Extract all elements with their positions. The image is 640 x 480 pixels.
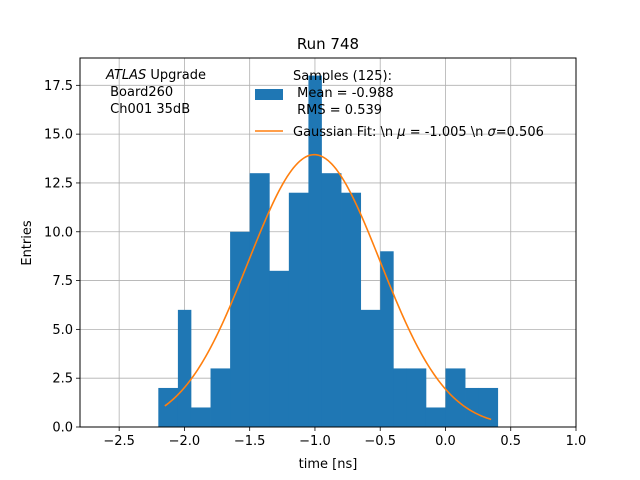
legend-fit-post: =0.506 bbox=[496, 125, 544, 140]
legend-fit-sigma: σ bbox=[488, 125, 497, 140]
legend: Samples (125): Mean = -0.988 RMS = 0.539… bbox=[255, 69, 544, 140]
y-tick-label: 15.0 bbox=[44, 128, 73, 143]
y-tick-label: 7.5 bbox=[52, 274, 73, 289]
x-tick-label: −1.0 bbox=[299, 434, 331, 449]
y-axis-label: Entries bbox=[20, 220, 35, 266]
legend-histogram-label-3: RMS = 0.539 bbox=[293, 103, 382, 118]
histogram-bars bbox=[158, 75, 499, 428]
histogram-bar bbox=[158, 387, 179, 427]
legend-histogram-label-1: Samples (125): bbox=[293, 69, 392, 84]
y-tick-label: 10.0 bbox=[44, 225, 73, 240]
histogram-bar bbox=[177, 309, 192, 427]
histogram-bar bbox=[360, 309, 381, 427]
legend-fit-label: Gaussian Fit: \n μ = -1.005 \n σ=0.506 bbox=[293, 125, 544, 140]
x-tick-label: 1.0 bbox=[566, 434, 587, 449]
histogram-bar bbox=[465, 387, 479, 427]
x-tick-label: −2.0 bbox=[169, 434, 201, 449]
histogram-bar bbox=[321, 173, 342, 427]
legend-histogram-swatch bbox=[255, 89, 283, 100]
y-tick-label: 17.5 bbox=[44, 79, 73, 94]
atlas-annotation-line1: ATLAS Upgrade bbox=[105, 68, 206, 83]
x-tick-label: 0.0 bbox=[435, 434, 456, 449]
histogram-bar bbox=[406, 368, 427, 427]
y-tick-label: 12.5 bbox=[44, 176, 73, 191]
atlas-italic: ATLAS bbox=[105, 68, 146, 83]
x-axis-ticks: −2.5 −2.0 −1.5 −1.0 −0.5 0.0 0.5 1.0 bbox=[103, 427, 586, 449]
x-tick-label: −0.5 bbox=[364, 434, 396, 449]
x-tick-label: −1.5 bbox=[234, 434, 266, 449]
gaussian-fit-curve bbox=[164, 153, 492, 421]
histogram-bar bbox=[190, 407, 211, 427]
histogram-bar bbox=[425, 407, 446, 427]
histogram-bar bbox=[478, 387, 499, 427]
atlas-annotation-board: Board260 bbox=[106, 85, 173, 100]
histogram-bar bbox=[380, 251, 394, 427]
histogram-bar bbox=[249, 173, 270, 427]
histogram-bar bbox=[288, 192, 309, 427]
atlas-upgrade: Upgrade bbox=[146, 68, 206, 83]
y-axis-ticks: 0.0 2.5 5.0 7.5 10.0 12.5 15.0 17.5 bbox=[44, 79, 80, 436]
legend-histogram-label-2: Mean = -0.988 bbox=[293, 86, 394, 101]
histogram-bar bbox=[308, 75, 322, 428]
x-tick-label: −2.5 bbox=[103, 434, 135, 449]
histogram-bar bbox=[393, 368, 407, 427]
x-axis-label: time [ns] bbox=[299, 457, 358, 472]
legend-fit-pre: Gaussian Fit: \n bbox=[293, 125, 397, 140]
histogram-bar bbox=[341, 192, 362, 427]
x-tick-label: 0.5 bbox=[500, 434, 521, 449]
plot-frame bbox=[79, 57, 577, 428]
gaussian-fit bbox=[164, 153, 492, 421]
histogram-bar bbox=[445, 368, 466, 427]
legend-fit-mid: = -1.005 \n bbox=[406, 125, 488, 140]
y-tick-label: 0.0 bbox=[52, 421, 73, 436]
atlas-annotation-channel: Ch001 35dB bbox=[106, 102, 190, 117]
legend-fit-mu: μ bbox=[396, 125, 405, 140]
y-tick-label: 2.5 bbox=[52, 372, 73, 387]
chart-title: Run 748 bbox=[297, 35, 359, 53]
y-tick-label: 5.0 bbox=[52, 323, 73, 338]
histogram-bar bbox=[230, 231, 251, 427]
histogram-bar bbox=[210, 368, 231, 427]
histogram-bar bbox=[269, 270, 290, 427]
